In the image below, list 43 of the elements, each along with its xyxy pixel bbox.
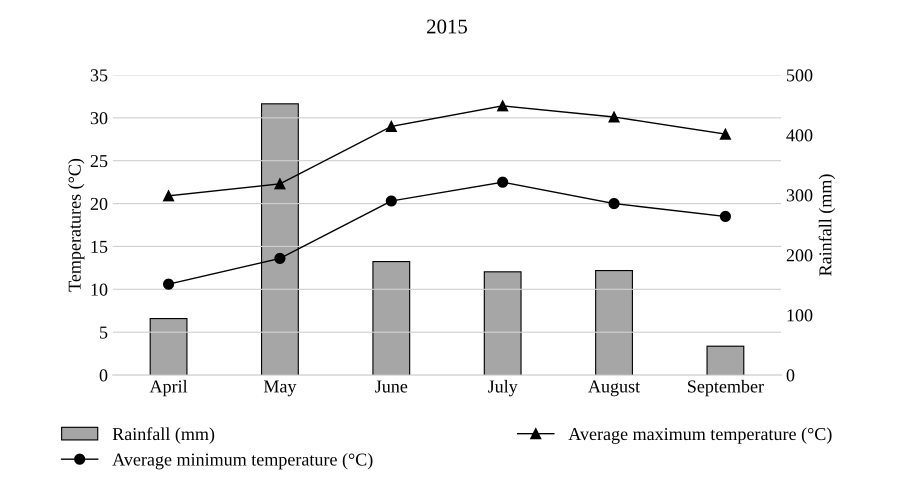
y-tick-label: 10: [92, 284, 108, 296]
x-tick-label: April: [150, 380, 188, 396]
y-tick-label: 5: [100, 326, 108, 339]
point: [720, 128, 731, 140]
x-tick-label: August: [588, 380, 640, 396]
bar: [595, 270, 633, 375]
y-axis-title: Temperatures (°C): [68, 158, 84, 292]
y-tick-label: 15: [92, 240, 108, 253]
point: [608, 111, 620, 123]
bar: [150, 318, 188, 375]
bar: [484, 271, 522, 375]
y2-tick-label: 0: [786, 369, 794, 382]
x-tick-label: September: [688, 380, 764, 396]
y-tick-label: 35: [90, 69, 108, 82]
legend-label: Average minimum temperature (°C): [112, 452, 372, 470]
x-tick-label: June: [375, 380, 408, 393]
point: [608, 198, 620, 210]
y-tick-label: 0: [100, 369, 108, 382]
legend-label: Rainfall (mm): [112, 427, 214, 444]
y2-tick-label: 500: [787, 69, 812, 82]
point: [163, 278, 174, 290]
x-tick-label: July: [488, 380, 518, 396]
point: [386, 120, 397, 132]
point: [497, 176, 508, 188]
y2-axis-title: Rainfall (mm): [818, 174, 836, 276]
point: [386, 195, 397, 207]
point: [497, 100, 508, 112]
legend-label: Average maximum temperature (°C): [568, 427, 832, 444]
bar: [706, 346, 744, 375]
y2-tick-label: 200: [786, 249, 812, 262]
y-tick-label: 25: [90, 155, 108, 168]
point: [274, 178, 286, 190]
y-tick-label: 30: [90, 112, 108, 124]
point: [720, 210, 731, 222]
y2-tick-label: 100: [788, 309, 812, 322]
y-tick-label: 20: [90, 198, 108, 210]
point: [163, 190, 174, 202]
y2-tick-label: 300: [786, 189, 812, 202]
point: [274, 252, 286, 264]
y2-tick-label: 400: [786, 129, 812, 142]
x-tick-label: May: [264, 380, 296, 396]
chart-title: 2015: [427, 19, 468, 34]
bar: [372, 261, 410, 375]
